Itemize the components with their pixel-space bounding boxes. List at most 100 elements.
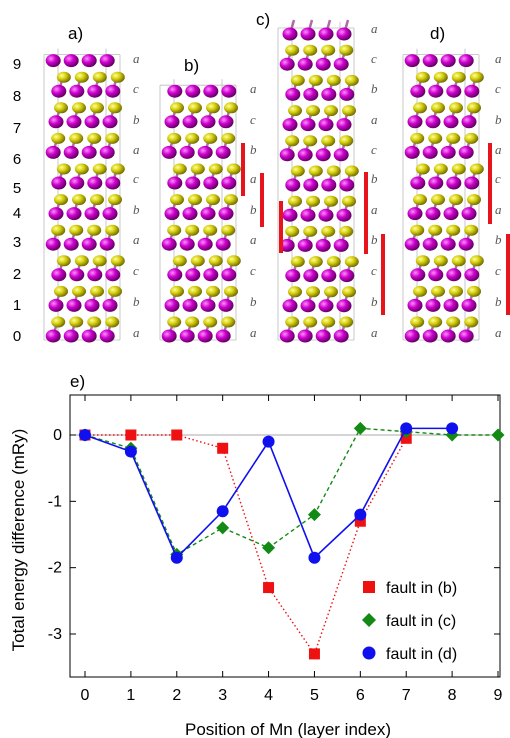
data-point <box>491 428 505 442</box>
atom-large <box>167 176 183 190</box>
atom-small <box>303 316 318 328</box>
atom-small <box>92 71 107 83</box>
atom-small <box>431 285 445 297</box>
atom-small <box>431 102 445 114</box>
atom-large <box>69 268 85 282</box>
layer-number: 3 <box>13 234 21 251</box>
atom-small <box>469 163 484 175</box>
atom-small <box>170 102 184 114</box>
stacking-label: b <box>250 294 257 309</box>
atom-small <box>226 255 241 267</box>
x-tick-label: 0 <box>81 687 90 704</box>
legend-marker-b <box>363 581 375 593</box>
data-point <box>263 582 275 594</box>
atom-small <box>449 102 463 114</box>
atom-large <box>339 87 355 101</box>
atom-large <box>297 238 313 252</box>
atom-small <box>306 105 320 117</box>
atom-large <box>422 145 438 159</box>
atom-small <box>185 224 200 236</box>
atom-large <box>99 54 115 68</box>
atom-large <box>203 268 219 282</box>
data-point <box>125 429 137 441</box>
atom-small <box>167 132 182 144</box>
legend-marker-c <box>362 613 376 627</box>
atom-small <box>413 102 427 114</box>
atom-large <box>200 115 216 129</box>
atom-small <box>428 132 443 144</box>
atom-small <box>188 285 202 297</box>
atom-small <box>342 286 356 298</box>
atom-large <box>63 237 79 251</box>
layer-number: 8 <box>13 88 21 105</box>
atom-large <box>321 87 337 101</box>
data-point <box>171 429 183 441</box>
data-point <box>353 421 367 435</box>
atom-large <box>179 329 195 343</box>
atom-large <box>102 207 118 221</box>
atom-small <box>224 102 238 114</box>
atom-small <box>206 194 220 206</box>
atom-small <box>221 316 236 328</box>
atom-large <box>440 237 456 251</box>
atom-small <box>167 316 182 328</box>
atom-large <box>81 145 97 159</box>
x-tick-label: 7 <box>402 687 411 704</box>
atom-large <box>203 176 219 190</box>
atom-large <box>218 298 234 312</box>
atom-large <box>425 207 441 221</box>
atom-large <box>321 269 337 283</box>
y-tick-label: 0 <box>53 427 62 444</box>
legend-label-d: fault in (d) <box>386 646 457 663</box>
atom-large <box>63 145 79 159</box>
atom-large <box>333 238 349 252</box>
atom-small <box>203 316 218 328</box>
atom-small <box>342 195 356 207</box>
atom-small <box>190 163 205 175</box>
atom-large <box>203 84 219 98</box>
stacking-label: a <box>133 232 140 247</box>
atom-large <box>407 207 423 221</box>
atom-small <box>190 255 205 267</box>
atom-small <box>449 194 463 206</box>
atom-large <box>161 329 177 343</box>
atom-small <box>339 135 354 147</box>
data-point <box>124 445 137 458</box>
stacking-label: a <box>495 202 502 217</box>
atom-large <box>215 145 231 159</box>
stacking-label: b <box>371 232 378 247</box>
atom-large <box>218 207 234 221</box>
atom-large <box>410 84 426 98</box>
atom-large <box>185 176 201 190</box>
atom-large <box>200 207 216 221</box>
atom-small <box>449 285 463 297</box>
atom-large <box>428 268 444 282</box>
atom-small <box>428 224 443 236</box>
atom-large <box>51 268 67 282</box>
atom-large <box>279 148 295 162</box>
atom-large <box>102 298 118 312</box>
atom-large <box>221 176 237 190</box>
atom-small <box>464 224 479 236</box>
stacking-label: c <box>133 81 139 96</box>
stacking-label: a <box>371 325 378 340</box>
stacking-label: a <box>133 142 140 157</box>
atom-small <box>188 102 202 114</box>
atom-large <box>461 115 477 129</box>
atom-large <box>45 329 61 343</box>
atom-small <box>221 132 236 144</box>
panel-label-d: d) <box>430 24 445 43</box>
atom-small <box>433 255 448 267</box>
atom-large <box>458 329 474 343</box>
layer-number: 6 <box>13 151 21 168</box>
atom-large <box>464 268 480 282</box>
atom-small <box>464 132 479 144</box>
stacking-label: c <box>133 263 139 278</box>
crystal-structure-a <box>43 48 125 343</box>
atom-large <box>282 118 298 132</box>
atom-small <box>56 71 71 83</box>
atom-large <box>464 84 480 98</box>
atom-small <box>172 163 187 175</box>
atom-small <box>433 71 448 83</box>
atom-small <box>415 255 430 267</box>
